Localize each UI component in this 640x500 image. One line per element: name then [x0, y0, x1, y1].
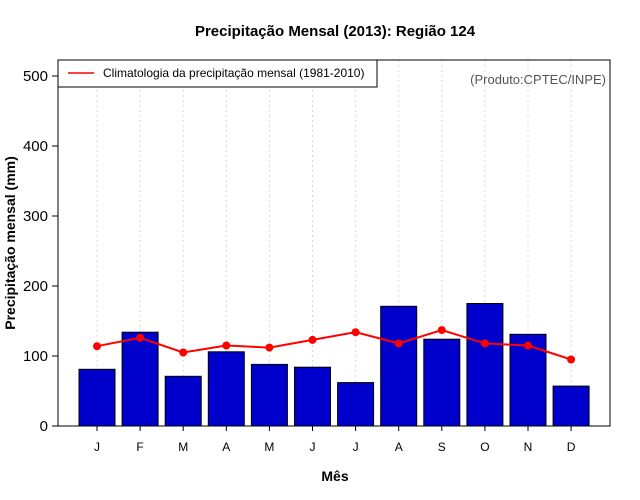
legend-entry: Climatologia da precipitação mensal (198… [103, 66, 364, 80]
bar-7 [337, 382, 375, 427]
legend: Climatologia da precipitação mensal (198… [57, 59, 378, 88]
x-tick-label: M [264, 440, 274, 454]
source-credit: (Produto:CPTEC/INPE) [470, 72, 606, 87]
y-axis: 0 100 200 300 400 500 [23, 68, 58, 435]
y-axis-label: Precipitação mensal (mm) [2, 156, 18, 330]
climatology-point-8 [394, 339, 403, 348]
climatology-point-12 [567, 355, 576, 364]
bar-6 [294, 366, 331, 427]
bar-1 [78, 368, 116, 427]
x-tick-label: S [438, 440, 446, 454]
climatology-point-1 [93, 342, 101, 351]
x-tick-label: F [136, 440, 143, 454]
climatology-point-6 [308, 335, 317, 344]
x-tick-label: J [353, 440, 359, 454]
y-tick-label: 500 [23, 68, 48, 85]
legend-box [57, 59, 378, 88]
climatology-point-11 [524, 341, 532, 350]
x-tick-label: A [395, 440, 403, 454]
y-tick-label: 0 [40, 418, 48, 435]
bar-2 [121, 331, 159, 427]
y-tick-label: 400 [23, 138, 48, 155]
bar-4 [207, 351, 245, 427]
y-tick-label: 100 [23, 348, 48, 365]
x-tick-label: J [310, 440, 316, 454]
x-tick-label: A [222, 440, 230, 454]
y-tick-label: 300 [23, 208, 48, 225]
climatology-point-5 [265, 343, 274, 352]
bar-8 [380, 305, 418, 427]
y-tick-label: 200 [23, 278, 48, 295]
climatology-point-7 [351, 328, 360, 337]
bar-5 [250, 363, 288, 427]
x-tick-label: O [480, 440, 489, 454]
climatology-point-4 [222, 341, 231, 350]
climatology-point-3 [179, 348, 188, 357]
x-tick-label: M [178, 440, 188, 454]
climatology-point-2 [136, 333, 145, 342]
x-tick-label: J [94, 440, 100, 454]
bar-9 [423, 338, 461, 427]
bar-10 [466, 303, 504, 427]
climatology-point-9 [437, 326, 446, 335]
x-axis-label: Mês [321, 468, 348, 484]
x-tick-label: N [524, 440, 533, 454]
climatology-series [93, 326, 576, 364]
chart-title: Precipitação Mensal (2013): Região 124 [195, 23, 476, 40]
bar-series [78, 303, 590, 427]
bar-12 [552, 385, 590, 427]
x-tick-label: D [567, 440, 576, 454]
climatology-line [96, 329, 572, 361]
bar-3 [164, 375, 202, 427]
climatology-point-10 [480, 339, 489, 348]
